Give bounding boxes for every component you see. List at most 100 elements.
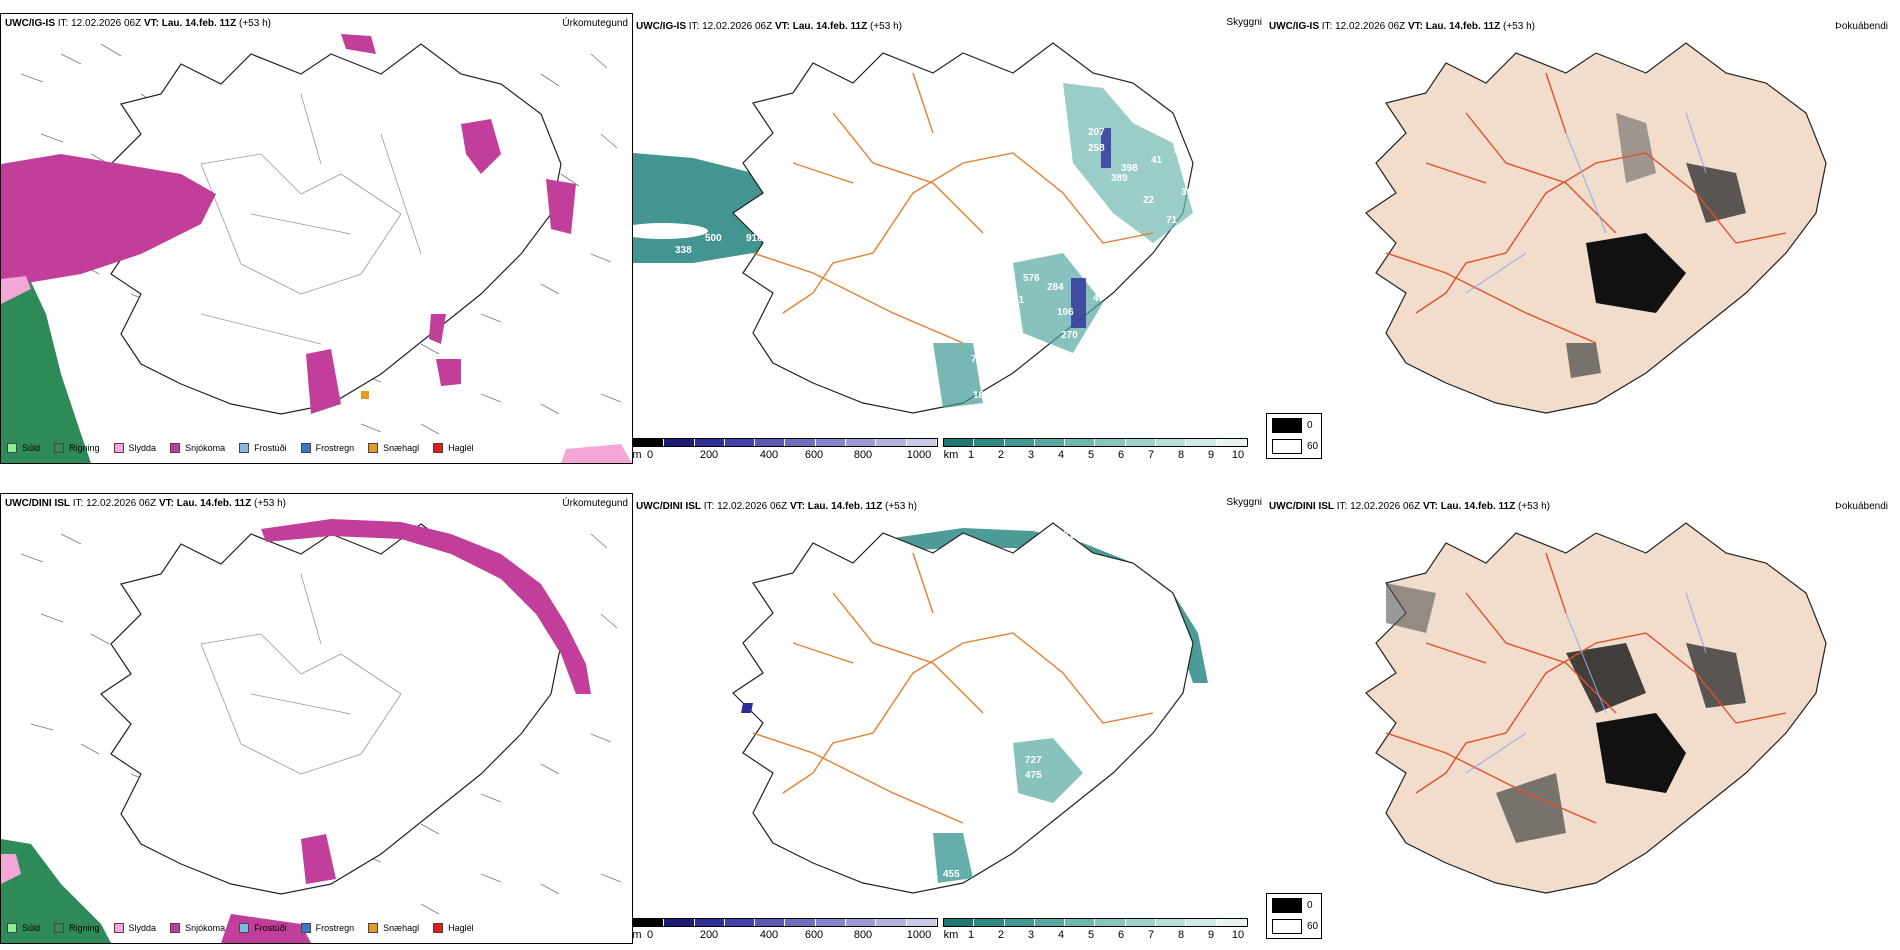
visibility-value-label: 398 [1121,163,1138,174]
panel-title: UWC/IG-IS IT: 12.02.2026 06Z VT: Lau. 14… [5,18,271,29]
snow-area-se [436,359,461,386]
colorbar-segment [694,919,725,926]
legend-item-haglél: Haglél [433,443,474,453]
visibility-value-label: 75 [1173,145,1185,156]
visibility-value-label: 71 [1166,215,1178,226]
visibility-value-label: 916 [746,233,763,244]
visibility-value-label: 455 [943,869,960,880]
visibility-ticks-km: km 1 2 3 4 5 6 7 8 9 10 [943,449,1245,461]
colorbar-segment [1125,919,1157,926]
snow-area-south [301,834,336,884]
visibility-value-label: 500 [705,233,722,244]
panel-title: UWC/IG-IS IT: 12.02.2026 06Z VT: Lau. 14… [636,21,902,32]
legend-item-rigning: Rigning [54,443,100,453]
visibility-value-label: 169 [973,390,990,401]
colorbar-segment [755,439,786,446]
panel-field-label: Þokuábendi [1835,501,1888,512]
visibility-value-label: 270 [1061,330,1078,341]
legend-swatch [54,443,65,453]
colorbar-segment [906,919,937,926]
snow-area-west [1,154,216,284]
legend-item-snæhagl: Snæhagl [368,923,419,933]
colorbar-segment [1034,439,1066,446]
panel-precip-type-top: UWC/IG-IS IT: 12.02.2026 06Z VT: Lau. 14… [0,13,633,464]
colorbar-segment [1034,919,1066,926]
snow-area-north [341,34,376,54]
colorbar-segment [876,439,907,446]
visibility-ticks-m: m 0 200 400 600 800 1000 [632,449,932,461]
legend-label: Snjókoma [185,443,226,453]
legend-label: Snæhagl [383,443,420,453]
legend-swatch [170,443,181,453]
legend-swatch [113,923,124,933]
visibility-value-label: 22 [1143,195,1155,206]
colorbar-segment [1004,439,1035,446]
colorbar-segment [724,919,756,926]
colorbar-segment [815,919,847,926]
panel-field-label: Skyggni [1226,17,1262,28]
legend-label: Haglél [448,443,474,453]
legend-item-snæhagl: Snæhagl [368,443,419,453]
panel-title: UWC/DINI ISL IT: 12.02.2026 06Z VT: Lau.… [5,498,286,509]
legend-swatch [368,923,379,933]
colorbar-segment [1095,919,1126,926]
panel-fog-bottom: UWC/DINI ISL IT: 12.02.2026 06Z VT: Lau.… [1266,493,1900,944]
legend-swatch [113,443,124,453]
map-iceland-fog-bottom [1365,522,1827,894]
colorbar-segment [1156,919,1187,926]
visibility-ticks-km: km 1 2 3 4 5 6 7 8 9 10 [943,929,1245,941]
colorbar-segment [785,439,816,446]
snow-area-ne [461,119,501,174]
visibility-value-label: 258 [1088,143,1105,154]
colorbar-segment [1065,439,1096,446]
panel-title: UWC/DINI ISL IT: 12.02.2026 06Z VT: Lau.… [1269,501,1550,512]
legend-label: Rigning [69,443,100,453]
legend-label: Súld [22,923,41,933]
legend-item-frostregn: Frostregn [300,923,355,933]
legend-label: Slydda [128,923,157,933]
colorbar-segment [694,439,725,446]
visibility-value-label: 66 [921,877,933,888]
colorbar-segment [1186,919,1217,926]
colorbar-segment [906,439,937,446]
map-iceland-fog-top [1365,42,1827,414]
visibility-value-label: 31 [1063,530,1075,541]
panel-field-label: Skyggni [1226,497,1262,508]
legend-label: Snæhagl [383,923,420,933]
legend-label: Frostregn [315,443,355,453]
legend-label: Frostúði [254,923,287,933]
colorbar-segment [1156,439,1187,446]
visibility-value-label: 284 [1047,282,1064,293]
legend-item-frostúði: Frostúði [239,923,287,933]
visibility-value-label: 475 [1025,770,1042,781]
snow-area-south [306,349,341,414]
colorbar-segment [634,919,665,926]
map-iceland-precip-top [1,34,632,463]
legend-item-frostúði: Frostúði [239,443,287,453]
colorbar-segment [1125,439,1157,446]
colorbar-segment [1216,439,1247,446]
colorbar-segment [634,439,665,446]
colorbar-segment [755,919,786,926]
panel-field-label: Þokuábendi [1835,21,1888,32]
unit-km: km [943,449,959,461]
legend-label: Frostúði [254,443,287,453]
legend-label: Frostregn [315,923,355,933]
visibility-value-label: 338 [675,245,692,256]
legend-swatch [300,443,311,453]
legend-swatch [7,923,17,933]
visibility-value-label: 71 [1013,295,1025,306]
colorbar-segment [944,439,975,446]
unit-m: m [632,929,642,941]
legend-label: Slydda [128,443,157,453]
fog-swatch-black [1272,898,1302,913]
rain-area-sw [1,839,111,943]
legend-swatch [433,923,444,933]
visibility-colorbar-m [633,918,938,927]
legend-swatch [300,923,311,933]
panel-title: UWC/DINI ISL IT: 12.02.2026 06Z VT: Lau.… [636,501,917,512]
fog-swatch-white [1272,919,1302,934]
visibility-value-label: 207 [1088,127,1105,138]
legend-item-haglél: Haglél [433,923,474,933]
